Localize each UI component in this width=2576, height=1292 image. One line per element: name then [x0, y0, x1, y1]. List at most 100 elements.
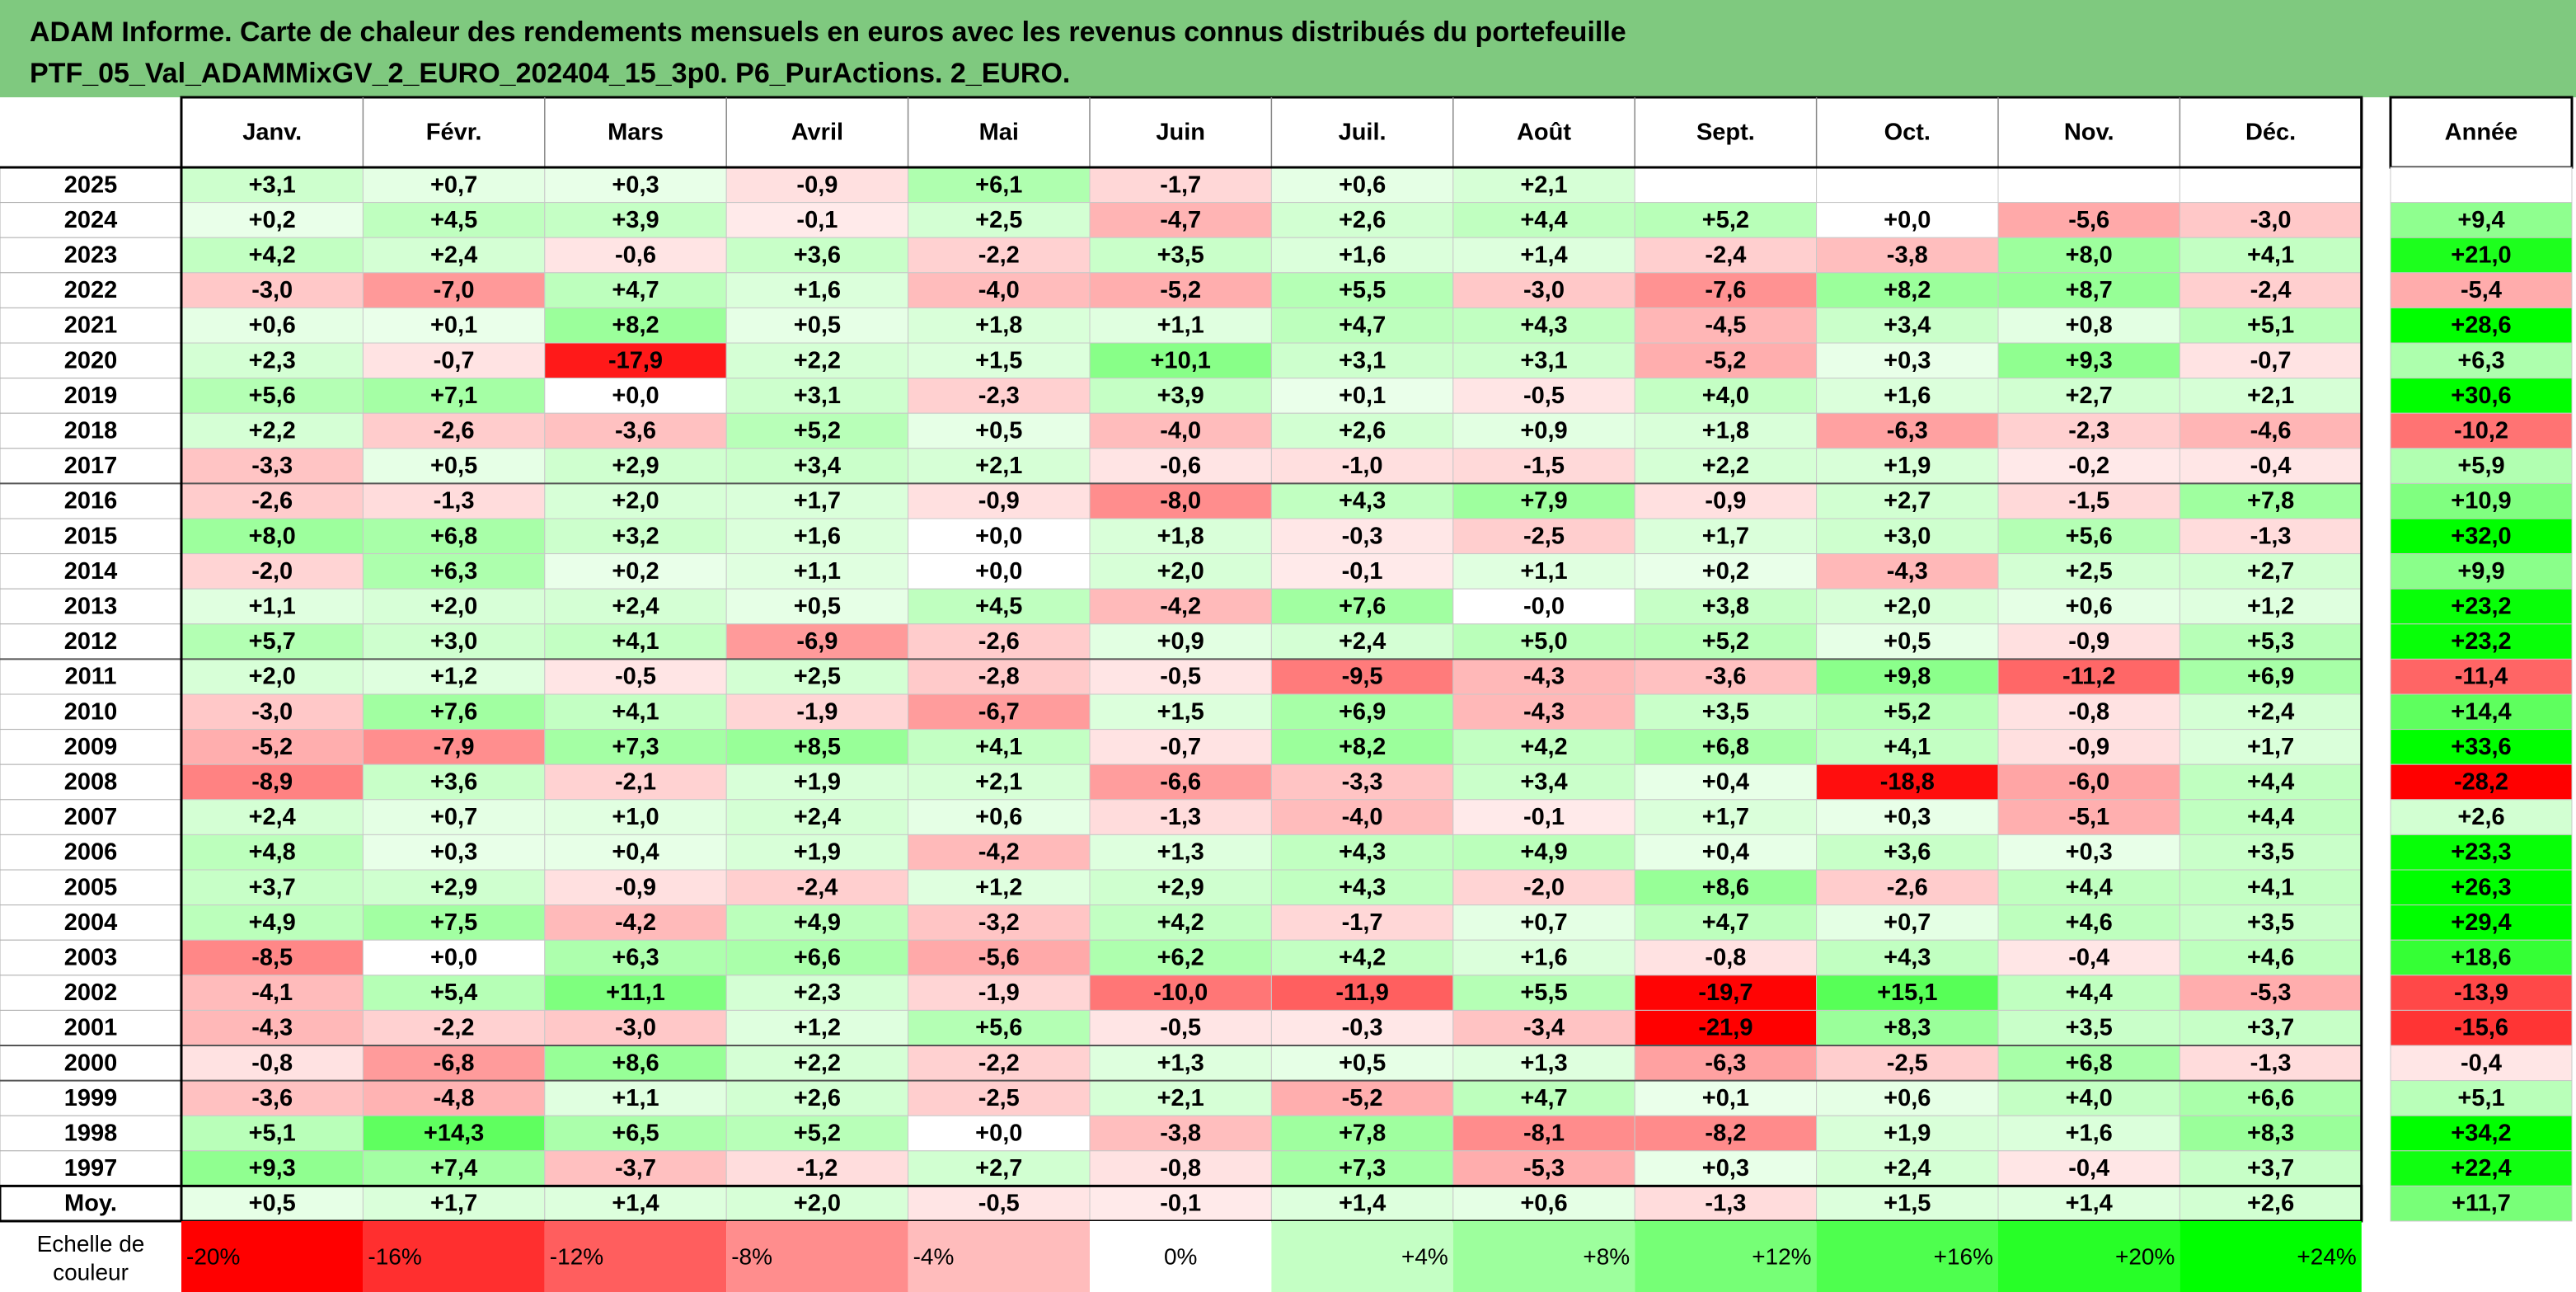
cell-value: -0,6 [1160, 453, 1201, 479]
cell-value: +11,1 [606, 980, 665, 1006]
cell-value: +2,0 [430, 594, 477, 620]
heatmap-cell [1816, 693, 1999, 731]
cell-value: +3,7 [2247, 1155, 2294, 1182]
heatmap-cell [1816, 763, 1999, 801]
cell-value: +4,4 [1520, 207, 1567, 233]
cell-value: -5,6 [978, 945, 1020, 971]
heatmap-cell [544, 1150, 727, 1186]
cell-value: +4,3 [1884, 945, 1931, 971]
heatmap-cell [1816, 342, 1999, 379]
cell-value: +1,6 [1884, 383, 1931, 409]
heatmap-cell [2179, 237, 2363, 274]
heatmap-cell [1089, 202, 1272, 238]
heatmap-cell [1270, 412, 1454, 449]
heatmap-cell [908, 307, 1091, 344]
annual-cell [2390, 1115, 2573, 1152]
cell-value: +3,1 [1520, 347, 1567, 374]
cell-value: -17,9 [608, 347, 663, 374]
cell-value: -4,8 [434, 1085, 475, 1111]
heatmap-cell [725, 378, 909, 414]
cell-value: +0,7 [1884, 909, 1931, 936]
cell-value: -3,0 [251, 698, 293, 725]
heatmap-cell [725, 904, 909, 941]
year-row-2004-label-cell [0, 904, 182, 941]
heatmap-cell [1634, 553, 1818, 590]
heatmap-cell [1634, 1009, 1818, 1046]
cell-value: +2,5 [2066, 558, 2113, 585]
heatmap-cell [725, 658, 909, 695]
cell-value: +3,1 [249, 171, 296, 198]
cell-value: +1,9 [794, 839, 841, 866]
cell-value: +7,5 [430, 909, 477, 936]
cell-value: -6,3 [1887, 418, 1928, 444]
heatmap-cell [181, 623, 364, 660]
cell-value: -2,0 [1523, 874, 1565, 900]
cell-value: -10,0 [1153, 980, 1208, 1006]
cell-value: +2,6 [1339, 207, 1386, 233]
heatmap-cell [544, 448, 727, 484]
year-row-2016-label-cell [0, 482, 182, 519]
cell-value: +0,6 [249, 312, 296, 339]
cell-value: -1,7 [1342, 909, 1383, 936]
cell-value: +5,3 [2247, 628, 2294, 655]
heatmap-cell [1089, 1009, 1272, 1046]
cell-value: -0,5 [1523, 383, 1565, 409]
year-row-1998-label: 1998 [64, 1121, 118, 1147]
heatmap-cell [1634, 342, 1818, 379]
heatmap-cell [1452, 729, 1635, 765]
month-header-11: Nov. [2064, 120, 2114, 146]
cell-value: +2,2 [249, 418, 296, 444]
cell-value: +1,6 [1339, 242, 1386, 269]
heatmap-cell [1634, 1045, 1818, 1082]
cell-value: -6,0 [2068, 769, 2109, 796]
heatmap-cell [725, 1045, 909, 1082]
cell-value: -6,9 [796, 628, 838, 655]
cell-value: +2,2 [794, 347, 841, 374]
cell-value: -0,7 [2250, 347, 2292, 374]
cell-value: -0,3 [1342, 1015, 1383, 1041]
heatmap-cell [2179, 799, 2363, 835]
cell-value: +5,1 [2247, 312, 2294, 339]
heatmap-cell [362, 412, 546, 449]
year-row-2002-label: 2002 [64, 980, 118, 1006]
year-row-2021-label-cell [0, 307, 182, 344]
annual-cell [2390, 834, 2573, 871]
color-scale-step-label: -12% [550, 1244, 603, 1270]
cell-value: +2,4 [794, 804, 841, 830]
cell-value: +4,6 [2066, 909, 2113, 936]
cell-value: -3,6 [615, 418, 656, 444]
cell-value: +0,1 [1339, 383, 1386, 409]
heatmap-cell [725, 307, 909, 344]
color-scale-swatch [1090, 1221, 1272, 1292]
annual-value: +23,2 [2451, 594, 2511, 620]
cell-value: -0,8 [1705, 945, 1746, 971]
heatmap-cell [725, 272, 909, 308]
cell-value: -1,9 [796, 698, 838, 725]
cell-value: +7,6 [430, 698, 477, 725]
heatmap-cell [1089, 237, 1272, 274]
year-row-2011-label: 2011 [65, 664, 117, 690]
heatmap-cell [1816, 448, 1999, 484]
annual-value: +10,9 [2451, 488, 2511, 514]
heatmap-cell [1634, 588, 1818, 625]
cell-value: -2,5 [978, 1085, 1020, 1111]
annual-value: +23,2 [2451, 628, 2511, 655]
cell-value: -0,4 [2068, 945, 2109, 971]
cell-value: -4,0 [1342, 804, 1383, 830]
heatmap-cell [1270, 307, 1454, 344]
cell-value: +0,5 [1884, 628, 1931, 655]
cell-value: +4,2 [1157, 909, 1204, 936]
year-row-1999-label: 1999 [64, 1085, 118, 1111]
heatmap-cell [2179, 412, 2363, 449]
cell-value: +2,0 [612, 488, 659, 514]
cell-value: -0,8 [1160, 1155, 1201, 1182]
cell-value: +3,5 [2066, 1015, 2113, 1041]
cell-value: +4,1 [975, 734, 1022, 760]
cell-value: +3,8 [1702, 594, 1749, 620]
heatmap-cell [362, 763, 546, 801]
heatmap-cell [1452, 378, 1635, 414]
cell-value: -0,3 [1342, 523, 1383, 549]
cell-value: -3,6 [1705, 664, 1746, 690]
year-row-2008-label-cell [0, 763, 182, 801]
heatmap-cell [1270, 588, 1454, 625]
